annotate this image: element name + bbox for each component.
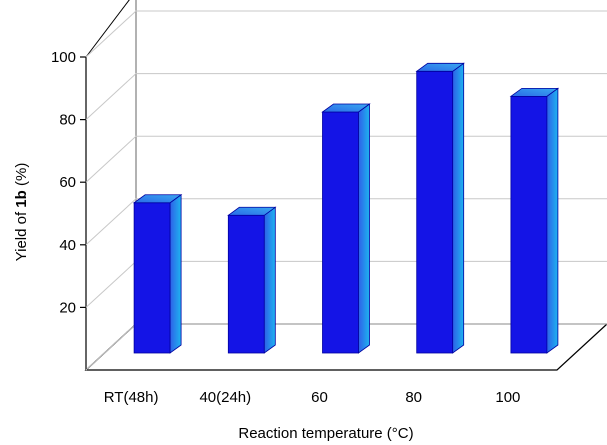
y-tick-label: 20 [59, 299, 76, 316]
y-axis-title-suffix: (%) [13, 163, 30, 191]
x-tick-label: 80 [405, 389, 422, 406]
x-tick-labels: RT(48h) 40(24h) 60 80 100 [104, 389, 521, 406]
bar [322, 111, 359, 354]
bar-side [452, 62, 465, 354]
x-tick-label: 60 [311, 389, 328, 406]
y-axis-depth-line [85, 0, 130, 58]
y-tick-label: 40 [59, 237, 76, 254]
x-tick-label: 40(24h) [199, 389, 251, 406]
y-axis-title-prefix: Yield of [13, 208, 30, 262]
y-axis-title: Yield of 1b (%) [13, 163, 30, 262]
y-axis-title-bold: 1b [13, 190, 30, 208]
bar-side [358, 103, 370, 354]
bar [133, 202, 171, 354]
gridline [85, 10, 607, 58]
y-tick-label: 100 [51, 49, 76, 66]
x-tick-label: RT(48h) [104, 389, 159, 406]
bar-top [132, 194, 183, 204]
bar-side [263, 206, 276, 354]
bar-side [169, 193, 182, 354]
bars [132, 62, 560, 354]
y-tick-labels: 20 40 60 80 100 [51, 49, 76, 316]
bar [416, 70, 454, 354]
bar-top [227, 206, 277, 216]
x-axis-title: Reaction temperature (°C) [238, 425, 413, 442]
y-tick-label: 60 [59, 174, 76, 191]
bar [227, 214, 265, 354]
y-tick-label: 80 [59, 112, 76, 129]
bar-top [415, 62, 465, 72]
bar-top [321, 103, 371, 113]
x-tick-label: 100 [495, 389, 520, 406]
bar [510, 95, 548, 354]
bar-side [546, 87, 559, 354]
bar-top [509, 87, 560, 97]
